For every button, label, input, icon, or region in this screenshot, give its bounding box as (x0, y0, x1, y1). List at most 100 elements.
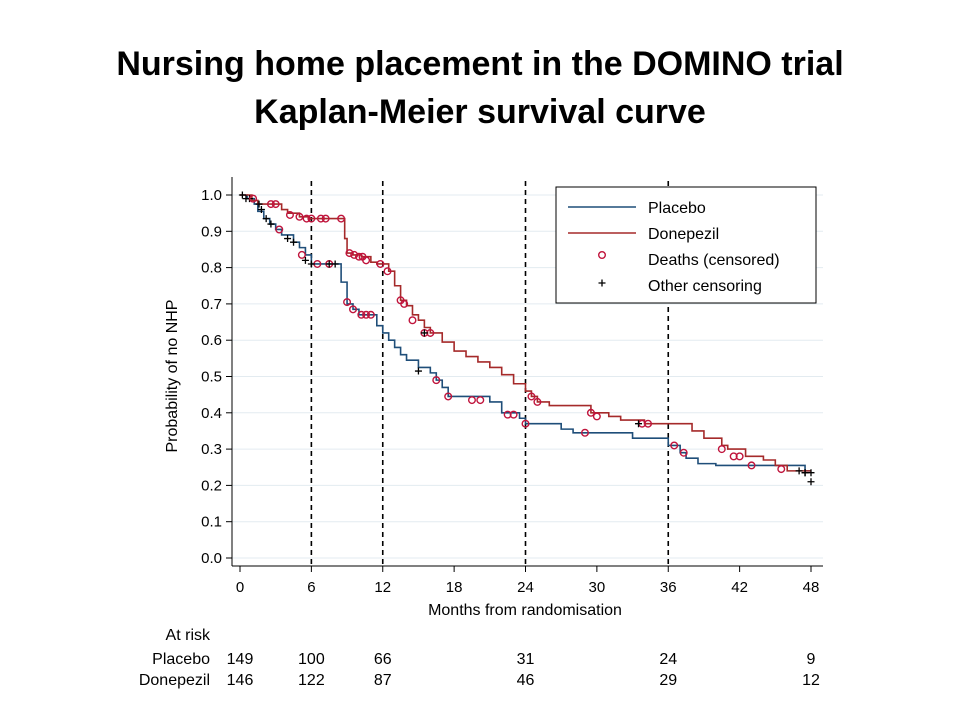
death-marker-donepezil (350, 250, 359, 259)
y-tick-label: 0.8 (201, 260, 222, 277)
death-marker-placebo (670, 441, 679, 450)
death-marker-donepezil (316, 214, 325, 223)
x-tick-label: 48 (803, 579, 820, 596)
death-marker-placebo (357, 310, 366, 319)
slide-title: Nursing home placement in the DOMINO tri… (0, 40, 960, 136)
legend-swatch-deaths (598, 250, 607, 259)
death-marker-placebo (777, 465, 786, 474)
y-tick-label: 0.1 (201, 514, 222, 531)
at-risk-title: At risk (166, 627, 211, 644)
death-marker-placebo (521, 419, 530, 428)
censor-marker-placebo (267, 220, 275, 228)
censor-marker-donepezil (420, 329, 428, 337)
y-tick-label: 0.0 (201, 550, 222, 567)
death-marker-donepezil (533, 397, 542, 406)
death-marker-donepezil (383, 267, 392, 276)
death-marker-donepezil (592, 412, 601, 421)
censor-marker-placebo (325, 260, 333, 268)
censor-marker-placebo (795, 467, 803, 475)
at-risk-value: 149 (227, 651, 254, 668)
censor-marker-placebo (238, 191, 246, 199)
death-marker-placebo (509, 410, 518, 419)
censor-marker-donepezil (807, 478, 815, 486)
at-risk-value: 9 (807, 651, 816, 668)
x-tick-label: 36 (660, 579, 677, 596)
y-tick-label: 0.3 (201, 441, 222, 458)
death-marker-donepezil (266, 200, 275, 209)
death-marker-placebo (747, 461, 756, 470)
at-risk-value: 100 (298, 651, 325, 668)
death-marker-donepezil (735, 452, 744, 461)
x-tick-label: 24 (517, 579, 534, 596)
death-marker-placebo (297, 250, 306, 259)
death-marker-donepezil (302, 214, 311, 223)
x-axis-title: Months from randomisation (428, 602, 622, 619)
death-marker-donepezil (362, 256, 371, 265)
legend-label: Donepezil (648, 226, 719, 243)
death-marker-donepezil (295, 212, 304, 221)
at-risk-value: 46 (517, 672, 535, 689)
series-line-donepezil (240, 194, 811, 472)
legend-label: Placebo (648, 200, 706, 217)
censor-marker-placebo (414, 367, 422, 375)
death-marker-placebo (275, 225, 284, 234)
censor-marker-placebo (307, 260, 315, 268)
at-risk-value: 31 (517, 651, 535, 668)
legend-label: Other censoring (648, 278, 762, 295)
death-marker-placebo (444, 392, 453, 401)
death-marker-placebo (679, 448, 688, 457)
censor-marker-placebo (301, 256, 309, 264)
death-marker-donepezil (408, 316, 417, 325)
death-marker-donepezil (271, 200, 280, 209)
death-marker-placebo (467, 396, 476, 405)
death-marker-donepezil (644, 419, 653, 428)
death-marker-donepezil (285, 210, 294, 219)
death-marker-placebo (349, 305, 358, 314)
slide-title-line-1: Nursing home placement in the DOMINO tri… (116, 45, 844, 83)
at-risk-value: 12 (802, 672, 820, 689)
x-tick-label: 30 (589, 579, 606, 596)
x-tick-label: 18 (446, 579, 463, 596)
legend-swatch-other-censoring (598, 279, 606, 287)
slide-title-line-2: Kaplan-Meier survival curve (254, 93, 706, 131)
censor-marker-donepezil (801, 469, 809, 477)
legend-label: Deaths (censored) (648, 252, 780, 269)
x-tick-label: 12 (374, 579, 391, 596)
at-risk-value: 29 (659, 672, 677, 689)
censor-marker-placebo (257, 206, 265, 214)
death-marker-placebo (343, 298, 352, 307)
at-risk-value: 146 (227, 672, 254, 689)
at-risk-value: 66 (374, 651, 392, 668)
at-risk-value: 24 (659, 651, 677, 668)
death-marker-donepezil (337, 214, 346, 223)
death-marker-donepezil (586, 408, 595, 417)
censor-marker-placebo (331, 260, 339, 268)
death-marker-donepezil (321, 214, 330, 223)
censor-marker-donepezil (635, 420, 643, 428)
death-marker-donepezil (249, 194, 258, 203)
x-tick-label: 0 (236, 579, 244, 596)
y-axis-title: Probability of no NHP (164, 300, 181, 453)
at-risk-row-label: Placebo (152, 651, 210, 668)
censor-marker-placebo (262, 215, 270, 223)
y-tick-label: 0.2 (201, 477, 222, 494)
y-tick-label: 0.4 (201, 405, 222, 422)
at-risk-value: 87 (374, 672, 392, 689)
y-tick-label: 0.5 (201, 369, 222, 386)
death-marker-placebo (476, 396, 485, 405)
x-tick-label: 6 (307, 579, 315, 596)
y-tick-label: 0.9 (201, 223, 222, 240)
censor-marker-placebo (807, 469, 815, 477)
at-risk-row-label: Donepezil (139, 672, 210, 689)
y-tick-label: 1.0 (201, 187, 222, 204)
death-marker-donepezil (400, 299, 409, 308)
death-marker-donepezil (527, 392, 536, 401)
death-marker-placebo (366, 310, 375, 319)
death-marker-donepezil (376, 259, 385, 268)
death-marker-donepezil (345, 249, 354, 258)
censor-marker-placebo (290, 238, 298, 246)
death-marker-donepezil (354, 252, 363, 261)
at-risk-value: 122 (298, 672, 325, 689)
death-marker-placebo (432, 376, 441, 385)
